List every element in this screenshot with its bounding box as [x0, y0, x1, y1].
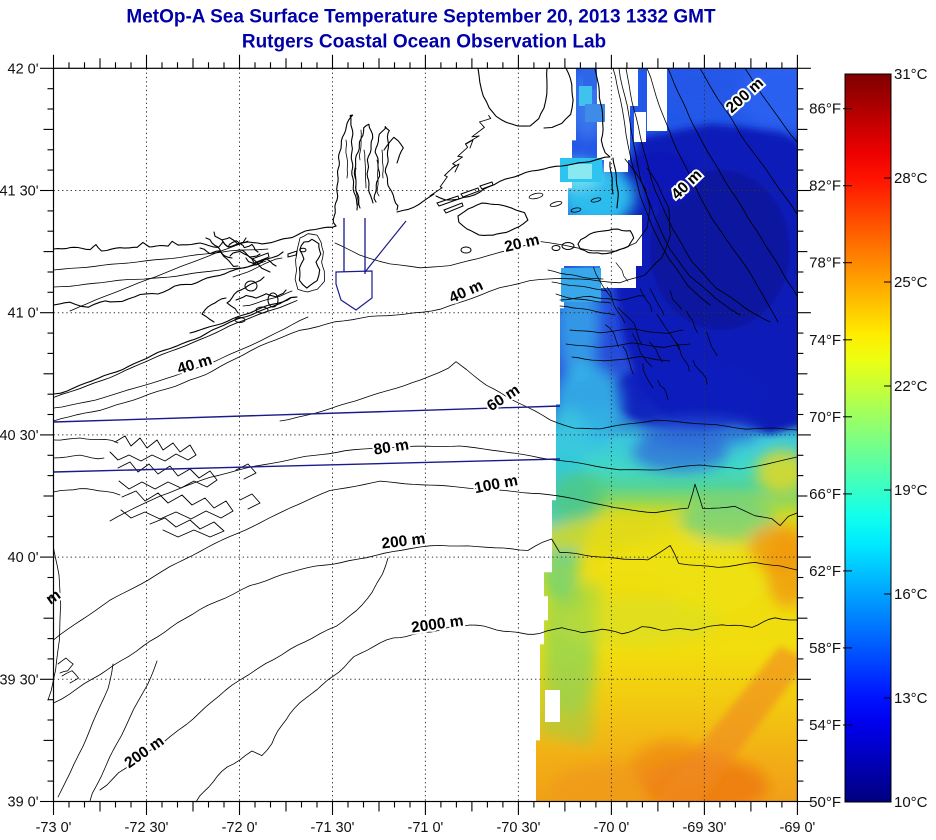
- svg-text:19°C: 19°C: [894, 482, 928, 499]
- svg-text:-69 30': -69 30': [682, 820, 726, 836]
- svg-text:62°F: 62°F: [809, 563, 841, 580]
- svg-text:39 30': 39 30': [0, 672, 39, 688]
- svg-text:42 0': 42 0': [8, 61, 39, 77]
- svg-text:16°C: 16°C: [894, 586, 928, 603]
- svg-text:-70 0': -70 0': [593, 820, 629, 836]
- svg-text:-72 0': -72 0': [222, 820, 258, 836]
- svg-text:66°F: 66°F: [809, 486, 841, 503]
- svg-text:70°F: 70°F: [809, 409, 841, 426]
- svg-text:41 30': 41 30': [0, 184, 39, 200]
- svg-text:82°F: 82°F: [809, 178, 841, 195]
- svg-text:-71 0': -71 0': [407, 820, 443, 836]
- svg-text:74°F: 74°F: [809, 332, 841, 349]
- svg-text:22°C: 22°C: [894, 378, 928, 395]
- svg-text:13°C: 13°C: [894, 690, 928, 707]
- svg-text:MetOp-A Sea Surface Temperatur: MetOp-A Sea Surface Temperature Septembe…: [126, 7, 716, 28]
- svg-text:-70 30': -70 30': [496, 820, 540, 836]
- svg-text:39 0': 39 0': [8, 795, 39, 811]
- svg-text:78°F: 78°F: [809, 255, 841, 272]
- svg-text:40 30': 40 30': [0, 428, 39, 444]
- svg-text:54°F: 54°F: [809, 717, 841, 734]
- svg-text:58°F: 58°F: [809, 640, 841, 657]
- svg-text:Rutgers Coastal Ocean Observat: Rutgers Coastal Ocean Observation Lab: [242, 32, 606, 53]
- svg-text:50°F: 50°F: [809, 794, 841, 811]
- svg-text:40 0': 40 0': [8, 550, 39, 566]
- svg-text:10°C: 10°C: [894, 794, 928, 811]
- svg-text:28°C: 28°C: [894, 170, 928, 187]
- svg-text:-73 0': -73 0': [36, 820, 72, 836]
- svg-text:31°C: 31°C: [894, 66, 928, 83]
- svg-text:25°C: 25°C: [894, 274, 928, 291]
- svg-text:86°F: 86°F: [809, 101, 841, 118]
- svg-text:-72 30': -72 30': [125, 820, 169, 836]
- svg-text:-71 30': -71 30': [311, 820, 355, 836]
- svg-text:41 0': 41 0': [8, 306, 39, 322]
- svg-text:-69 0': -69 0': [779, 820, 815, 836]
